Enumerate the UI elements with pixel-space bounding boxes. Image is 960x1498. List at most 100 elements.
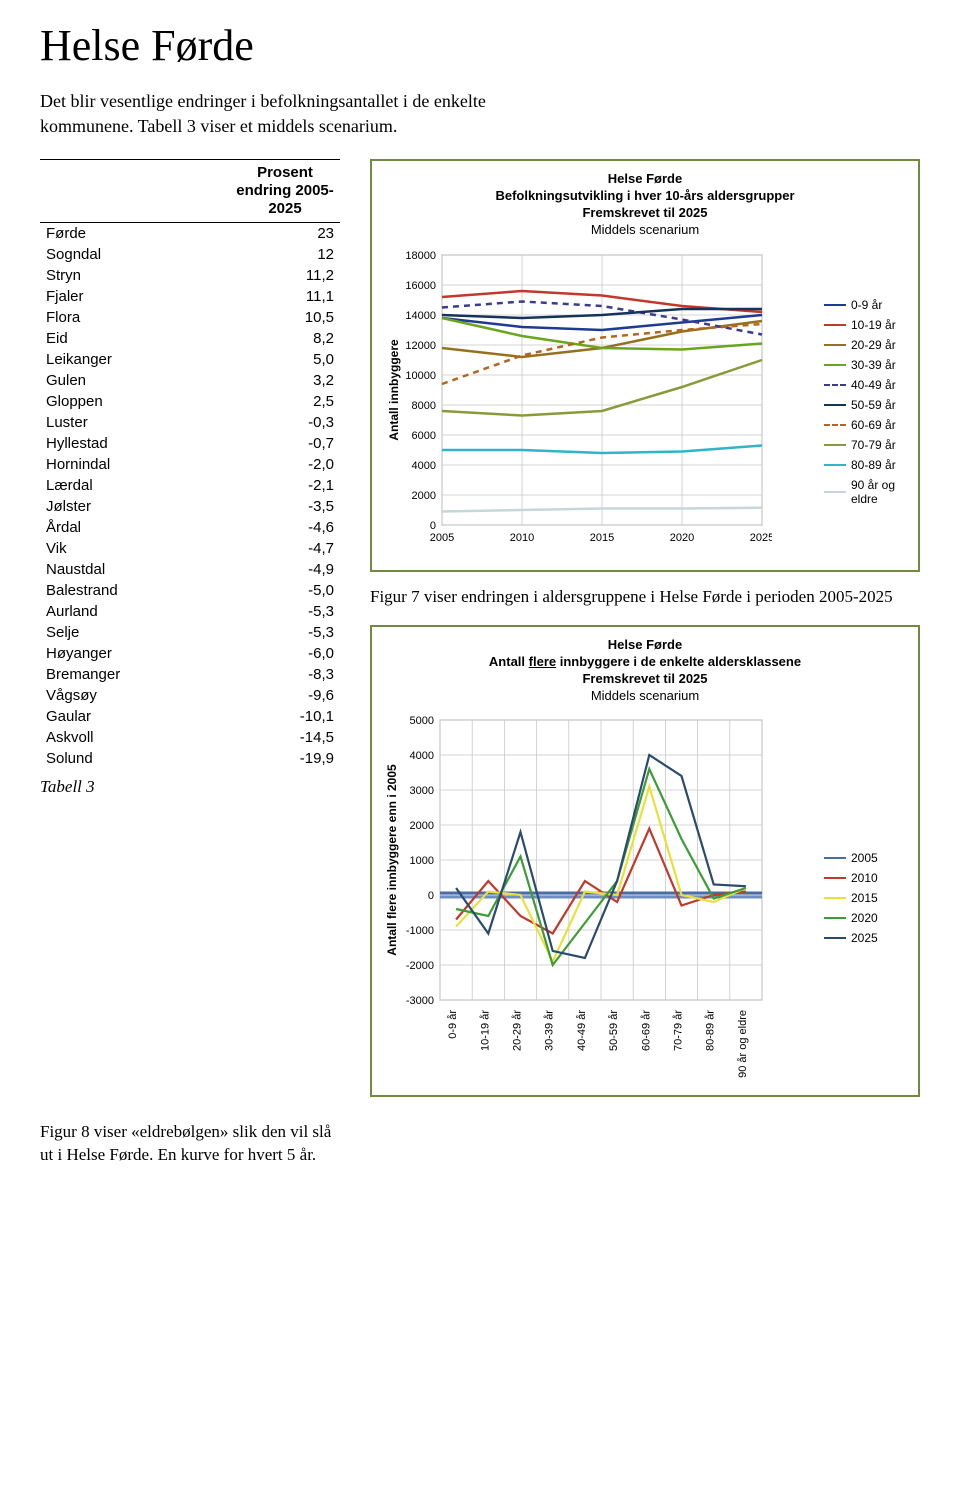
chart1-title-l1: Helse Førde xyxy=(608,171,682,186)
legend-label: 2005 xyxy=(851,851,878,865)
table-cell-value: 5,0 xyxy=(230,349,340,370)
table-cell-value: -6,0 xyxy=(230,643,340,664)
table-row: Solund-19,9 xyxy=(40,748,340,769)
svg-text:4000: 4000 xyxy=(412,460,436,472)
percent-change-table: Prosent endring 2005-2025 Førde23Sogndal… xyxy=(40,159,340,769)
svg-text:2005: 2005 xyxy=(430,532,454,544)
table-row: Bremanger-8,3 xyxy=(40,664,340,685)
svg-text:60-69 år: 60-69 år xyxy=(640,1010,652,1051)
legend-label: 80-89 år xyxy=(851,458,896,472)
svg-text:8000: 8000 xyxy=(412,400,436,412)
table-cell-name: Vik xyxy=(40,538,230,559)
chart2-title-l3: Fremskrevet til 2025 xyxy=(582,671,707,686)
legend-item: 70-79 år xyxy=(824,438,908,452)
chart-elderly-wave: Helse Førde Antall flere innbyggere i de… xyxy=(370,625,920,1098)
legend-swatch xyxy=(824,464,846,466)
svg-text:Antall innbyggere: Antall innbyggere xyxy=(387,339,401,441)
chart2-title-l4: Middels scenarium xyxy=(382,688,908,705)
legend-label: 2025 xyxy=(851,931,878,945)
table-row: Leikanger5,0 xyxy=(40,349,340,370)
table-cell-name: Aurland xyxy=(40,601,230,622)
table-cell-name: Gaular xyxy=(40,706,230,727)
legend-item: 30-39 år xyxy=(824,358,908,372)
legend-item: 2015 xyxy=(824,891,908,905)
table-cell-value: -2,1 xyxy=(230,475,340,496)
page-title: Helse Førde xyxy=(40,20,920,71)
legend-item: 10-19 år xyxy=(824,318,908,332)
table-row: Flora10,5 xyxy=(40,307,340,328)
table-cell-value: -10,1 xyxy=(230,706,340,727)
table-cell-name: Jølster xyxy=(40,496,230,517)
svg-text:0-9 år: 0-9 år xyxy=(447,1010,459,1039)
svg-text:2010: 2010 xyxy=(510,532,534,544)
svg-text:90 år og eldre: 90 år og eldre xyxy=(737,1010,749,1078)
table-row: Eid8,2 xyxy=(40,328,340,349)
legend-swatch xyxy=(824,384,846,386)
legend-label: 90 år og eldre xyxy=(851,478,908,506)
table-cell-name: Balestrand xyxy=(40,580,230,601)
table-cell-value: 10,5 xyxy=(230,307,340,328)
table-cell-name: Høyanger xyxy=(40,643,230,664)
table-cell-name: Bremanger xyxy=(40,664,230,685)
svg-text:5000: 5000 xyxy=(410,715,434,727)
chart1-title-l4: Middels scenarium xyxy=(382,222,908,239)
table-row: Førde23 xyxy=(40,223,340,245)
chart2-title: Helse Førde Antall flere innbyggere i de… xyxy=(382,637,908,705)
legend-item: 80-89 år xyxy=(824,458,908,472)
chart2-title-l2: Antall flere innbyggere i de enkelte ald… xyxy=(489,654,801,669)
table-cell-name: Vågsøy xyxy=(40,685,230,706)
table-cell-value: 8,2 xyxy=(230,328,340,349)
table-cell-value: -4,9 xyxy=(230,559,340,580)
svg-text:-2000: -2000 xyxy=(406,960,434,972)
legend-swatch xyxy=(824,304,846,306)
svg-text:3000: 3000 xyxy=(410,785,434,797)
chart1-title-l3: Fremskrevet til 2025 xyxy=(582,205,707,220)
legend-swatch xyxy=(824,364,846,366)
table-cell-name: Eid xyxy=(40,328,230,349)
table-row: Aurland-5,3 xyxy=(40,601,340,622)
legend-item: 0-9 år xyxy=(824,298,908,312)
table-cell-value: 23 xyxy=(230,223,340,245)
table-row: Balestrand-5,0 xyxy=(40,580,340,601)
svg-text:80-89 år: 80-89 år xyxy=(705,1010,717,1051)
legend-label: 2015 xyxy=(851,891,878,905)
legend-item: 90 år og eldre xyxy=(824,478,908,506)
table-cell-value: 12 xyxy=(230,244,340,265)
figure7-caption: Figur 7 viser endringen i aldersgruppene… xyxy=(370,586,920,609)
table-cell-name: Førde xyxy=(40,223,230,245)
table-row: Stryn11,2 xyxy=(40,265,340,286)
table-cell-name: Solund xyxy=(40,748,230,769)
table-cell-value: 2,5 xyxy=(230,391,340,412)
intro-paragraph: Det blir vesentlige endringer i befolkni… xyxy=(40,89,560,139)
legend-swatch xyxy=(824,917,846,919)
table-row: Sogndal12 xyxy=(40,244,340,265)
table-cell-value: -8,3 xyxy=(230,664,340,685)
legend-item: 2020 xyxy=(824,911,908,925)
svg-text:2025: 2025 xyxy=(750,532,772,544)
table-cell-name: Selje xyxy=(40,622,230,643)
legend-swatch xyxy=(824,491,846,493)
legend-item: 40-49 år xyxy=(824,378,908,392)
legend-item: 50-59 år xyxy=(824,398,908,412)
table-row: Luster-0,3 xyxy=(40,412,340,433)
legend-label: 10-19 år xyxy=(851,318,896,332)
table-row: Høyanger-6,0 xyxy=(40,643,340,664)
legend-swatch xyxy=(824,324,846,326)
svg-text:70-79 år: 70-79 år xyxy=(673,1010,685,1051)
figure8-caption: Figur 8 viser «eldrebølgen» slik den vil… xyxy=(40,1121,340,1167)
svg-text:30-39 år: 30-39 år xyxy=(544,1010,556,1051)
table-row: Gulen3,2 xyxy=(40,370,340,391)
table-cell-name: Hyllestad xyxy=(40,433,230,454)
legend-label: 20-29 år xyxy=(851,338,896,352)
chart1-legend: 0-9 år 10-19 år 20-29 år 30-39 år 40-49 år 50… xyxy=(818,245,908,560)
table-cell-value: -19,9 xyxy=(230,748,340,769)
legend-swatch xyxy=(824,344,846,346)
table-cell-value: -9,6 xyxy=(230,685,340,706)
table-row: Årdal-4,6 xyxy=(40,517,340,538)
legend-item: 2025 xyxy=(824,931,908,945)
table-cell-name: Naustdal xyxy=(40,559,230,580)
legend-swatch xyxy=(824,444,846,446)
svg-text:1000: 1000 xyxy=(410,855,434,867)
table-row: Naustdal-4,9 xyxy=(40,559,340,580)
legend-item: 2010 xyxy=(824,871,908,885)
